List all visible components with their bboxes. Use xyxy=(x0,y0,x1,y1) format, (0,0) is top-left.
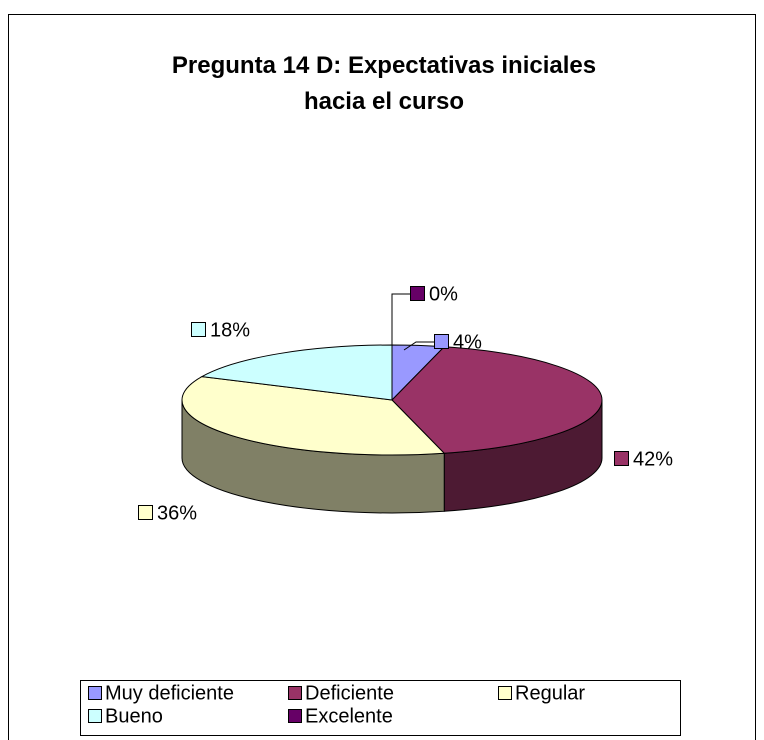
legend-swatch xyxy=(88,709,102,723)
label-swatch xyxy=(614,451,629,466)
pie: 4% 42% 36% 18% 0% xyxy=(138,283,673,524)
legend-swatch xyxy=(288,686,302,700)
legend-label: Muy deficiente xyxy=(105,682,234,704)
legend-swatch xyxy=(88,686,102,700)
legend-label: Regular xyxy=(515,682,585,704)
label-swatch xyxy=(410,286,425,301)
pie-slice xyxy=(200,344,393,401)
legend-label: Deficiente xyxy=(305,682,394,704)
data-label: 4% xyxy=(453,331,482,353)
legend xyxy=(80,680,681,736)
data-label: 0% xyxy=(429,283,458,305)
pie-slice xyxy=(181,376,446,456)
label-swatch xyxy=(191,322,206,337)
chart-title: Pregunta 14 D: Expectativas iniciales hac… xyxy=(172,52,596,115)
leader-line xyxy=(391,293,410,345)
legend-swatch xyxy=(288,709,302,723)
label-swatch xyxy=(434,334,449,349)
leader-line xyxy=(403,341,434,351)
legend-label: Bueno xyxy=(105,705,163,727)
data-label: 36% xyxy=(157,502,197,524)
legend-swatch xyxy=(498,686,512,700)
data-label: 18% xyxy=(210,319,250,341)
data-label: 42% xyxy=(633,448,673,470)
legend-label: Excelente xyxy=(305,705,393,727)
pie-slice xyxy=(391,346,603,454)
legend-items: Muy deficiente Deficiente Regular Bueno Exce… xyxy=(88,682,585,727)
label-swatch xyxy=(138,505,153,520)
